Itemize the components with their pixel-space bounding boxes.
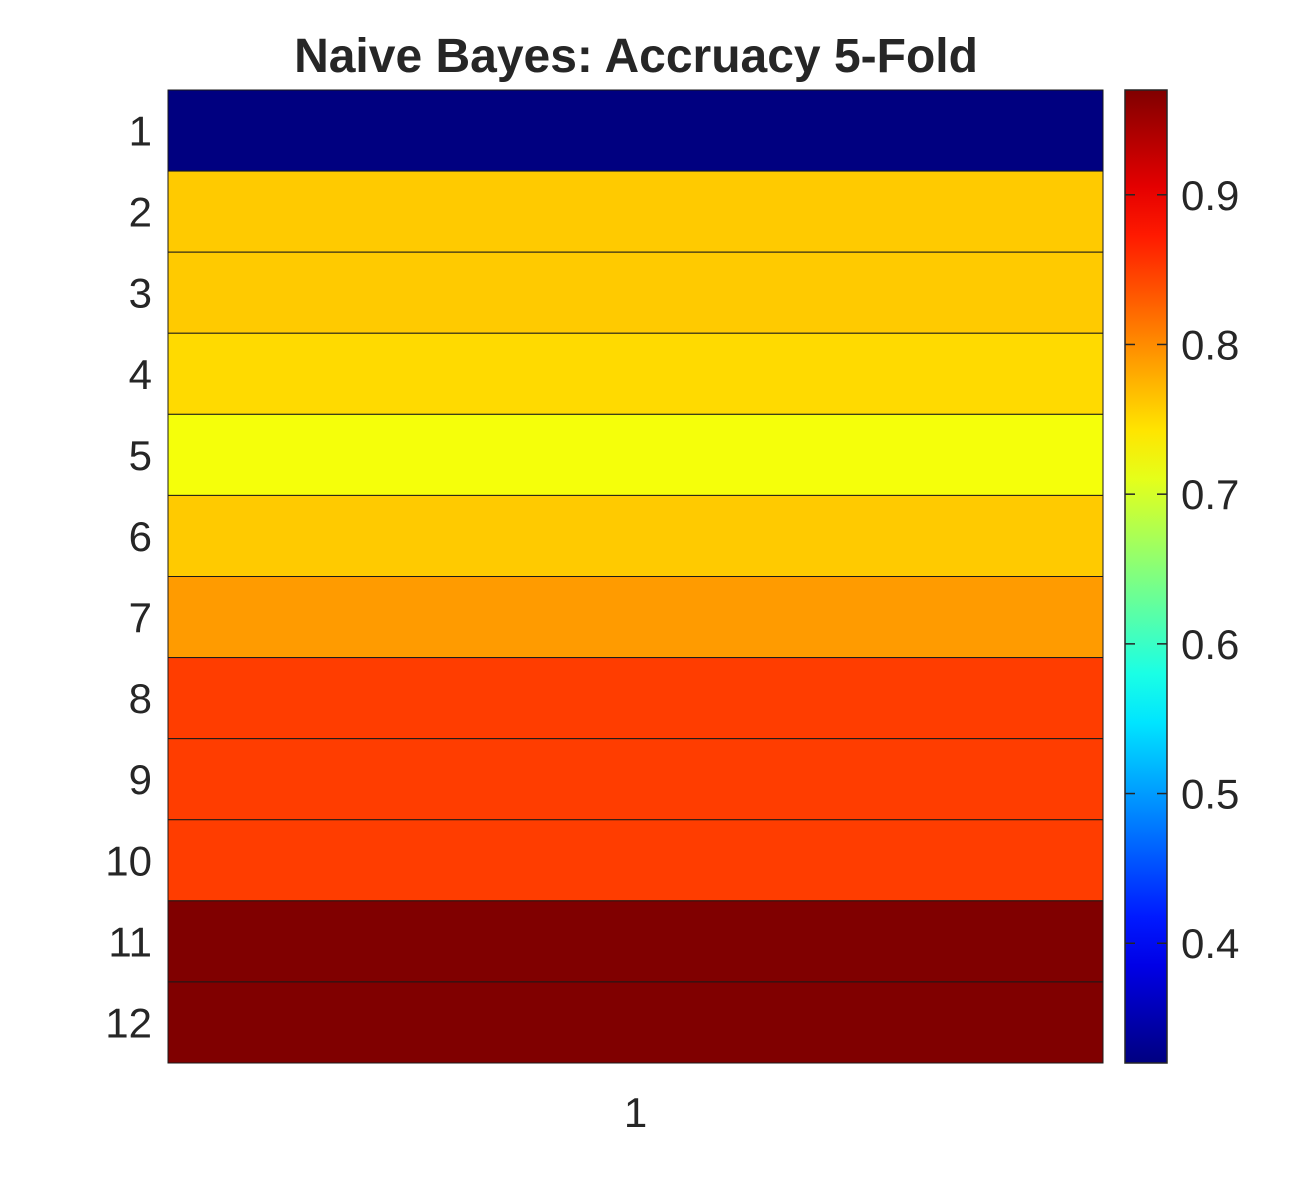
y-tick-label: 10	[105, 837, 152, 884]
y-tick-label: 12	[105, 999, 152, 1046]
heatmap-cell	[167, 900, 1104, 983]
chart-title: Naive Bayes: Accruacy 5-Fold	[294, 30, 978, 83]
colorbar-gradient	[1124, 89, 1168, 1064]
y-tick-label: 9	[129, 756, 152, 803]
colorbar-tick-label: 0.9	[1181, 172, 1239, 219]
x-axis-tick-labels: 1	[624, 1089, 647, 1136]
heatmap-cell	[167, 413, 1104, 496]
heatmap-cell	[167, 576, 1104, 659]
y-tick-label: 4	[129, 351, 152, 398]
x-tick-label: 1	[624, 1089, 647, 1136]
heatmap-cell	[167, 251, 1104, 334]
heatmap-cell	[167, 657, 1104, 740]
y-tick-label: 5	[129, 432, 152, 479]
heatmap-cells	[167, 89, 1104, 1064]
heatmap-cell	[167, 819, 1104, 902]
colorbar: 0.4 0.5 0.6 0.7 0.8 0.9	[1124, 89, 1239, 1064]
heatmap-cell	[167, 89, 1104, 172]
y-tick-label: 2	[129, 189, 152, 236]
heatmap-cell	[167, 170, 1104, 253]
colorbar-tick-label: 0.6	[1181, 621, 1239, 668]
y-tick-label: 8	[129, 675, 152, 722]
y-tick-label: 6	[129, 513, 152, 560]
y-tick-label: 11	[108, 918, 152, 965]
colorbar-tick-label: 0.4	[1181, 920, 1239, 967]
heatmap-cell	[167, 738, 1104, 821]
heatmap-cell	[167, 981, 1104, 1064]
y-tick-label: 3	[129, 270, 152, 317]
heatmap-cell	[167, 494, 1104, 577]
y-tick-label: 1	[129, 108, 152, 155]
colorbar-tick-label: 0.8	[1181, 321, 1239, 368]
colorbar-tick-label: 0.5	[1181, 771, 1239, 818]
heatmap-cell	[167, 332, 1104, 415]
y-tick-label: 7	[129, 594, 152, 641]
colorbar-tick-label: 0.7	[1181, 471, 1239, 518]
